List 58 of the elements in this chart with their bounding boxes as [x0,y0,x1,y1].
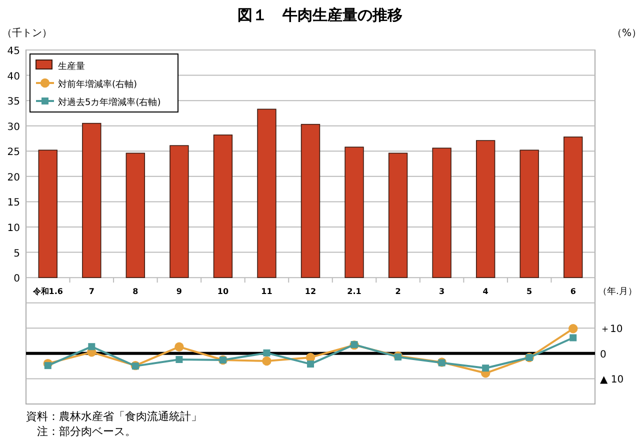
bar [38,150,58,278]
y-tick-label: 0 [14,274,20,285]
y-tick-label: 15 [7,198,20,209]
bar [388,152,408,278]
point [568,324,578,334]
x-tick-label: 2 [395,287,401,296]
y-tick-label: 5 [14,248,20,260]
point [176,356,183,363]
point [44,362,52,370]
text: 資料：農林水産省「食肉流通統計」 [26,410,202,423]
y-tick-label: 45 [7,46,20,57]
bar [213,134,233,278]
x-tick-label: 11 [261,287,273,296]
y2-tick-label: ＋10 [600,324,623,336]
point [482,364,490,372]
point [88,343,96,350]
y-tick-label: 35 [7,96,20,108]
x-tick-label: 8 [132,287,139,296]
y-tick-label: 20 [7,172,20,184]
y2-tick-label: 0 [600,349,606,360]
bar [564,136,583,278]
legend-label: 対過去5カ年増減率(右軸) [58,97,161,108]
chart-title: 図１ 牛肉生産量の推移 [238,6,402,24]
point [262,356,272,366]
bar [82,122,102,278]
x-tick-label: 6 [570,287,576,296]
text: 注：部分肉ベース。 [26,425,136,438]
y-tick-label: 25 [7,147,20,158]
x-tick-label: 3 [439,287,445,296]
point [307,360,314,368]
bar [520,150,539,278]
point [174,342,184,352]
legend-label: 生産量 [58,61,85,72]
x-tick-label: 5 [526,287,533,296]
bar [300,124,320,278]
y-tick-label: 10 [7,223,20,234]
x-tick-label: 12 [304,287,316,296]
y2-axis-title: （%） [612,28,640,39]
x-tick-label: 4 [482,287,489,296]
point [570,334,577,342]
y-tick-label: 30 [7,122,20,133]
y-axis-title: （千トン） [2,27,52,39]
legend-label: 対前年増減率(右軸) [58,79,138,90]
x-tick-label: 7 [88,287,94,296]
y-tick-label: 40 [7,71,20,82]
bar [476,140,496,278]
bar [432,148,452,278]
x-axis-title: （年.月） [598,286,637,298]
point [263,349,270,356]
x-tick-label: 9 [176,287,182,296]
bar [126,152,146,278]
x-tick-label: 2.1 [347,287,362,296]
bar [344,146,364,278]
x-tick-label: 10 [217,287,229,296]
y2-tick-label: ▲ 10 [600,374,624,386]
x-tick-label: 令和1.6 [32,287,64,296]
bar [257,108,276,278]
bar [170,145,189,278]
